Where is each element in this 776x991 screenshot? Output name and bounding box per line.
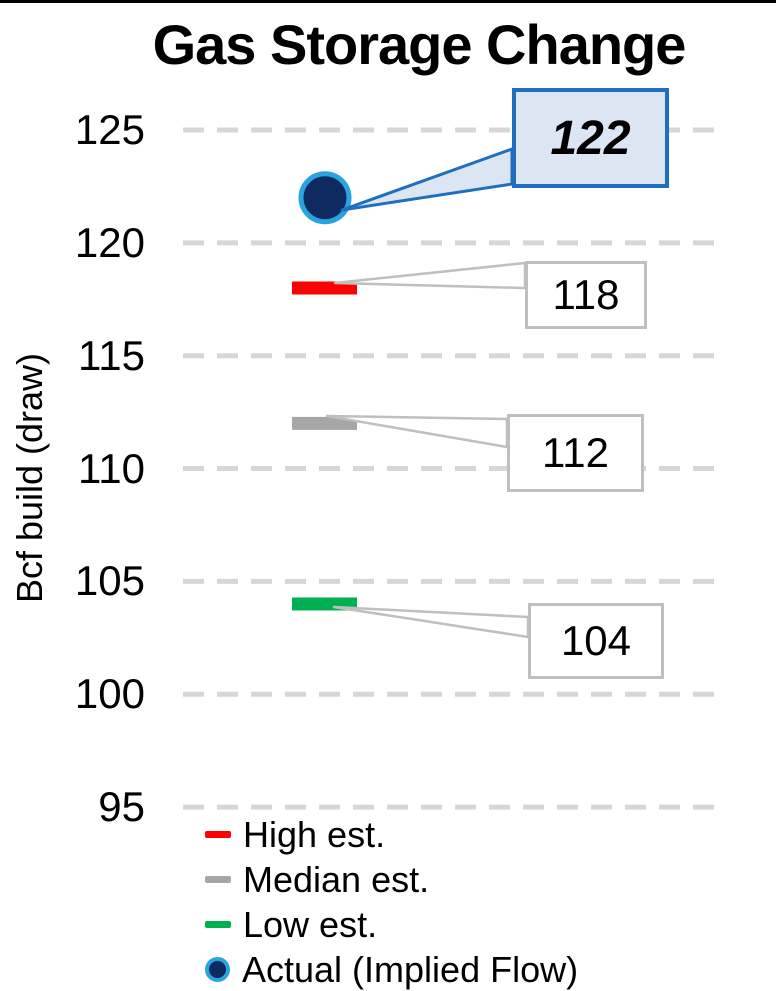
legend-item-high-est: High est. [205, 812, 578, 857]
legend-item-low-est: Low est. [205, 902, 578, 947]
data-label-actual-implied-flow: 122 [512, 88, 669, 188]
legend-label: Median est. [243, 858, 430, 900]
legend-label: High est. [243, 813, 386, 855]
high-est-dash-swatch-icon [205, 831, 231, 838]
y-tick-label-95: 95 [98, 783, 145, 831]
y-tick-label-100: 100 [74, 670, 145, 718]
actual-circle-swatch-icon [205, 957, 230, 982]
low-est-dash-swatch-icon [205, 921, 231, 928]
y-tick-label-115: 115 [78, 331, 145, 379]
data-label-high-est: 118 [525, 261, 647, 329]
legend-label: Low est. [243, 903, 378, 945]
y-tick-label-105: 105 [74, 557, 145, 605]
marker-actual-implied-flow [298, 171, 352, 225]
marker-high-est [292, 281, 357, 295]
y-tick-label-110: 110 [78, 444, 145, 492]
chart-title: Gas Storage Change [152, 13, 687, 76]
y-tick-label-120: 120 [74, 218, 145, 266]
median-est-dash-swatch-icon [205, 876, 231, 883]
y-tick-label-125: 125 [74, 106, 145, 153]
legend-label: Actual (Implied Flow) [242, 948, 579, 990]
top-border-line [0, 0, 776, 3]
legend-item-actual: Actual (Implied Flow) [205, 947, 578, 991]
legend: High est. Median est. Low est. Actual (I… [205, 812, 578, 991]
data-label-low-est: 104 [528, 603, 664, 679]
marker-median-est [292, 416, 357, 430]
data-label-median-est: 112 [507, 414, 644, 492]
legend-item-median-est: Median est. [205, 857, 578, 902]
